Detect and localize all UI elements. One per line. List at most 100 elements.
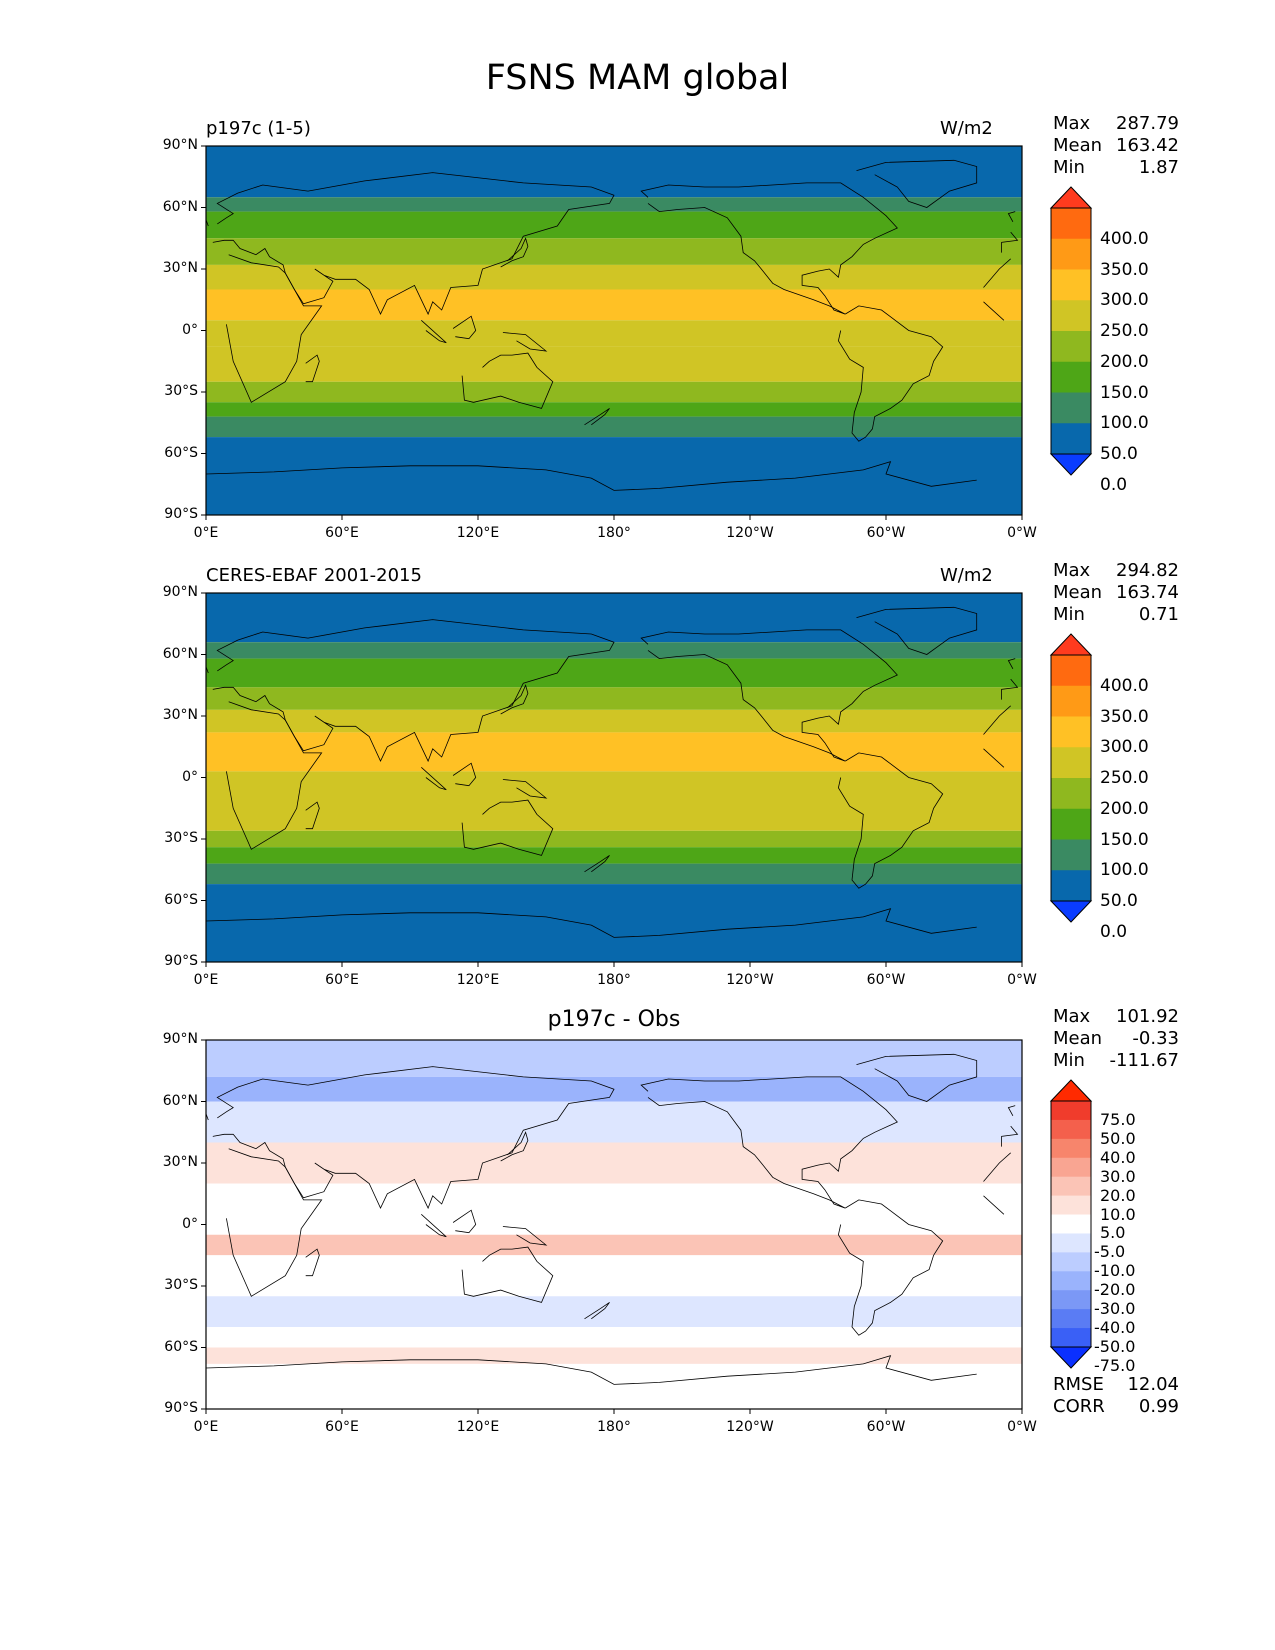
zonal-band xyxy=(206,1363,1022,1409)
y-tick-label: 60°S xyxy=(164,891,198,908)
colorbar-segment xyxy=(1051,839,1091,871)
x-tick-label: 60°E xyxy=(325,1419,359,1435)
y-tick-label: 90°N xyxy=(162,584,198,600)
x-tick-label: 180° xyxy=(597,525,631,541)
stat-value: 163.42 xyxy=(1116,135,1179,156)
colorbar-segment xyxy=(1051,1290,1091,1310)
colorbar-label: 100.0 xyxy=(1100,860,1149,881)
colorbar-extend-bottom xyxy=(1049,900,1093,923)
colorbar-segment xyxy=(1051,1328,1091,1348)
stat-value: 0.99 xyxy=(1138,1396,1179,1417)
panel-obs: CERES-EBAF 2001-2015 W/m2 Max 294.82 Mean… xyxy=(0,0,1275,988)
colorbar-label: -20.0 xyxy=(1094,1280,1136,1300)
colorbar-segment xyxy=(1051,300,1091,332)
coastline xyxy=(837,1199,944,1336)
colorbar-label: 50.0 xyxy=(1100,1128,1136,1148)
colorbar-segment xyxy=(1051,1157,1091,1178)
stats-block: Max 101.92 Mean -0.33 Min -111.67 xyxy=(1053,1006,1179,1072)
zonal-band xyxy=(206,1255,1022,1297)
stat-label: Max xyxy=(1053,1006,1091,1027)
colorbar-label: -50.0 xyxy=(1094,1337,1136,1356)
zonal-band xyxy=(206,847,1022,864)
coastline xyxy=(856,159,978,208)
zonal-band xyxy=(206,709,1022,733)
colorbar-segment xyxy=(1051,808,1091,840)
stat-label: Min xyxy=(1053,157,1085,178)
coastline xyxy=(640,182,898,315)
coastline xyxy=(502,332,548,352)
coastline xyxy=(461,799,554,856)
y-tick-label: 30°S xyxy=(164,830,198,846)
y-tick-label: 90°S xyxy=(164,953,198,969)
colorbar-label: 50.0 xyxy=(1100,891,1138,911)
colorbar-label: -75.0 xyxy=(1094,1355,1136,1375)
coastline xyxy=(305,801,320,830)
coastline xyxy=(856,606,978,655)
stats-block: Max 294.82 Mean 163.74 Min 0.71 xyxy=(1053,560,1179,626)
x-tick-label: 180° xyxy=(597,972,631,988)
colorbar xyxy=(1049,186,1093,476)
y-tick-label: 0° xyxy=(182,1215,198,1232)
panel-title: CERES-EBAF 2001-2015 xyxy=(206,565,422,586)
colorbar-label: 40.0 xyxy=(1100,1147,1136,1167)
coastline xyxy=(452,762,477,787)
zonal-band xyxy=(206,642,1022,659)
colorbar-label: 75.0 xyxy=(1100,1109,1136,1129)
colorbar-segment xyxy=(1051,1309,1091,1329)
coastline xyxy=(226,1148,1011,1297)
stat-value: 294.82 xyxy=(1116,560,1179,581)
colorbar-label: 50.0 xyxy=(1100,444,1138,464)
zonal-band xyxy=(206,197,1022,212)
colorbar-segment xyxy=(1051,1252,1091,1272)
x-tick-label: 180° xyxy=(597,1419,631,1435)
stat-label: Max xyxy=(1053,560,1091,581)
coastline xyxy=(212,619,1019,763)
zonal-band xyxy=(206,289,1022,321)
zonal-band xyxy=(206,1234,1022,1256)
colorbar-label: 400.0 xyxy=(1100,675,1149,696)
figure-title: FSNS MAM global xyxy=(485,58,790,98)
y-tick-label: 30°N xyxy=(162,1154,198,1170)
coastline xyxy=(500,237,529,268)
colorbar-segment xyxy=(1051,1233,1091,1253)
x-tick-label: 0°W xyxy=(1007,1419,1037,1435)
colorbar-outline xyxy=(1050,654,1092,902)
zonal-band xyxy=(206,1142,1022,1184)
coastline xyxy=(421,320,447,344)
zonal-band xyxy=(206,593,1022,643)
colorbar-segment xyxy=(1051,1101,1091,1121)
coastline xyxy=(502,779,548,799)
zonal-band xyxy=(206,830,1022,848)
coastline xyxy=(856,1053,978,1102)
stat-label: RMSE xyxy=(1053,1374,1104,1395)
stat-label: Mean xyxy=(1053,582,1103,603)
y-tick-label: 30°S xyxy=(164,1277,198,1293)
zonal-band xyxy=(206,320,1022,347)
colorbar-segment xyxy=(1051,1119,1091,1140)
coastline xyxy=(500,1131,529,1162)
colorbar-label: -5.0 xyxy=(1094,1242,1126,1262)
colorbar-segment xyxy=(1051,208,1091,240)
colorbar xyxy=(1049,633,1093,923)
stat-value: 163.74 xyxy=(1116,582,1179,603)
panel-title: p197c - Obs xyxy=(547,1007,681,1032)
zonal-band xyxy=(206,402,1022,417)
colorbar-label: 400.0 xyxy=(1100,228,1149,249)
zonal-band xyxy=(206,798,1022,831)
coastline xyxy=(452,1209,477,1234)
colorbar-segment xyxy=(1051,747,1091,779)
panel-model: p197c (1-5) W/m2 Max 287.79 Mean 163.42 Mi… xyxy=(0,0,1275,541)
zonal-band xyxy=(206,416,1022,438)
zonal-band xyxy=(206,1327,1022,1348)
colorbar-segment xyxy=(1051,331,1091,363)
colorbar-segment xyxy=(1051,655,1091,687)
zonal-band xyxy=(206,1347,1022,1364)
error-stats-block: RMSE 12.04 CORR 0.99 xyxy=(1053,1374,1179,1418)
y-tick-label: 30°N xyxy=(162,260,198,276)
coastline xyxy=(212,172,1019,316)
colorbar-label: 0.0 xyxy=(1100,921,1128,942)
zonal-band xyxy=(206,863,1022,885)
colorbar-segment xyxy=(1051,1176,1091,1197)
colorbar-label: 200.0 xyxy=(1100,798,1149,819)
zonal-band xyxy=(206,1101,1022,1143)
